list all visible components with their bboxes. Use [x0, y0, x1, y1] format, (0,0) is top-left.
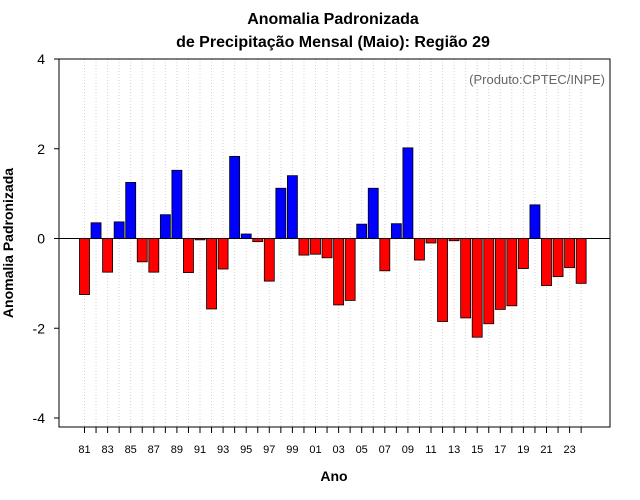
- bar-07: [379, 238, 391, 272]
- x-tick-label: 95: [240, 444, 252, 456]
- bar-16: [483, 238, 495, 325]
- x-tick-label: 23: [563, 444, 575, 456]
- bar-21: [541, 238, 552, 287]
- bar-03: [333, 238, 345, 306]
- bar-04: [344, 238, 356, 301]
- bar-18: [506, 238, 518, 307]
- y-tick-label: -4: [33, 410, 46, 426]
- bar-84: [113, 221, 125, 239]
- x-tick-label: 89: [171, 444, 183, 456]
- bar-22: [552, 238, 564, 278]
- x-tick-label: 91: [194, 444, 206, 456]
- bar-87: [148, 238, 160, 273]
- x-tick-label: 13: [448, 444, 460, 456]
- x-tick-label: 97: [263, 444, 275, 456]
- bar-13: [448, 238, 460, 242]
- x-axis-label: Ano: [320, 468, 347, 484]
- bar-92: [206, 238, 217, 310]
- bar-12: [437, 238, 448, 322]
- bar-15: [471, 238, 483, 338]
- bar-91: [194, 238, 206, 241]
- x-tick-label: 21: [540, 444, 552, 456]
- bar-08: [390, 223, 402, 239]
- x-tick-label: 09: [402, 444, 414, 456]
- chart-title-line1: Anomalia Padronizada: [247, 11, 419, 28]
- bar-05: [356, 223, 368, 239]
- bar-93: [217, 238, 229, 270]
- bar-82: [90, 222, 102, 239]
- bar-86: [136, 238, 148, 263]
- x-tick-label: 99: [286, 444, 298, 456]
- bar-81: [79, 238, 90, 295]
- x-tick-label: 85: [125, 444, 137, 456]
- y-tick-label: 4: [37, 51, 45, 67]
- bar-23: [564, 238, 575, 269]
- x-tick-label: 05: [356, 444, 368, 456]
- bar-97: [263, 238, 275, 282]
- bar-02: [321, 238, 333, 259]
- y-tick-label: 0: [37, 231, 45, 247]
- chart-title-line2: de Precipitação Mensal (Maio): Região 29: [176, 34, 490, 51]
- y-axis-label: Anomalia Padronizada: [0, 168, 16, 318]
- x-tick-label: 15: [471, 444, 483, 456]
- x-tick-label: 83: [101, 444, 113, 456]
- bar-96: [252, 238, 264, 243]
- x-tick-label: 03: [332, 444, 344, 456]
- bar-11: [425, 238, 437, 244]
- x-axis: 81 83 85 87 89 91 93 95 97 99 01 03 05 07 09 11 13 15 17 19…: [78, 427, 582, 456]
- x-tick-label: 07: [379, 444, 391, 456]
- bar-17: [494, 238, 506, 310]
- bar-88: [159, 214, 171, 239]
- x-tick-label: 93: [217, 444, 229, 456]
- y-tick-label: -2: [33, 320, 46, 336]
- x-tick-label: 11: [425, 444, 436, 456]
- x-tick-label: 01: [309, 444, 321, 456]
- plot-frame: [58, 58, 611, 428]
- bar-95: [240, 233, 252, 239]
- bar-10: [414, 238, 425, 261]
- x-tick-label: 19: [517, 444, 529, 456]
- bar-98: [275, 187, 287, 239]
- bar-20: [529, 204, 541, 239]
- credit-text: (Produto:CPTEC/INPE): [469, 72, 605, 87]
- bar-19: [518, 238, 529, 269]
- bar-01: [310, 238, 321, 255]
- bar-24: [575, 238, 587, 284]
- bar-90: [183, 238, 194, 274]
- x-tick-label: 81: [78, 444, 90, 456]
- bars: [79, 147, 587, 338]
- bar-14: [460, 238, 472, 319]
- x-tick-label: 87: [148, 444, 160, 456]
- bar-99: [286, 175, 298, 239]
- bar-09: [402, 147, 414, 239]
- bar-83: [102, 238, 113, 273]
- y-tick-label: 2: [37, 141, 45, 157]
- bar-85: [125, 182, 137, 239]
- x-tick-label: 17: [494, 444, 506, 456]
- bar-94: [229, 155, 241, 239]
- y-axis: -4 -2 0 2 4: [33, 51, 59, 426]
- bar-06: [367, 187, 379, 239]
- bar-00: [298, 238, 310, 256]
- bar-89: [171, 169, 183, 239]
